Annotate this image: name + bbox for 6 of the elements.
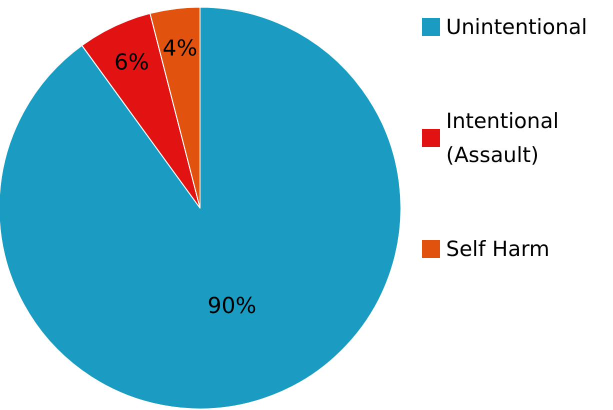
legend-label: Self Harm <box>446 237 550 261</box>
data-label: 4% <box>162 36 198 62</box>
legend-label: Unintentional <box>446 15 588 39</box>
legend-label: Intentional (Assault) <box>446 109 566 167</box>
data-label: 90% <box>208 294 256 319</box>
data-label: 6% <box>114 50 150 76</box>
